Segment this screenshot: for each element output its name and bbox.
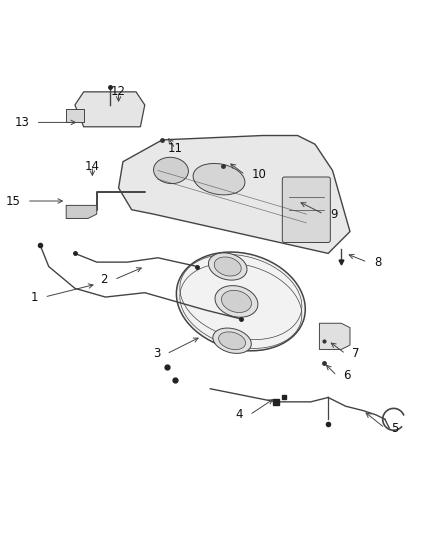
Ellipse shape [154,157,188,183]
Text: 2: 2 [100,273,108,286]
Text: 4: 4 [236,408,243,422]
Polygon shape [319,323,350,350]
Polygon shape [75,92,145,127]
Text: 10: 10 [252,168,267,181]
Polygon shape [66,205,97,219]
Ellipse shape [215,286,258,317]
Ellipse shape [208,253,247,280]
Ellipse shape [213,328,251,353]
Ellipse shape [222,290,251,312]
Ellipse shape [177,252,305,351]
Text: 15: 15 [5,195,20,207]
Text: 8: 8 [374,256,381,269]
FancyBboxPatch shape [283,177,330,243]
Text: 5: 5 [392,422,399,434]
Text: 1: 1 [30,290,38,304]
Polygon shape [66,109,84,123]
Polygon shape [119,135,350,253]
Text: 6: 6 [343,369,351,382]
Text: 14: 14 [85,159,100,173]
Text: 7: 7 [352,348,360,360]
Text: 13: 13 [14,116,29,129]
Text: 11: 11 [168,142,183,155]
Text: 3: 3 [153,348,160,360]
Text: 12: 12 [111,85,126,99]
Text: 9: 9 [330,208,338,221]
Ellipse shape [219,332,246,350]
Ellipse shape [193,164,245,195]
Ellipse shape [214,257,241,276]
